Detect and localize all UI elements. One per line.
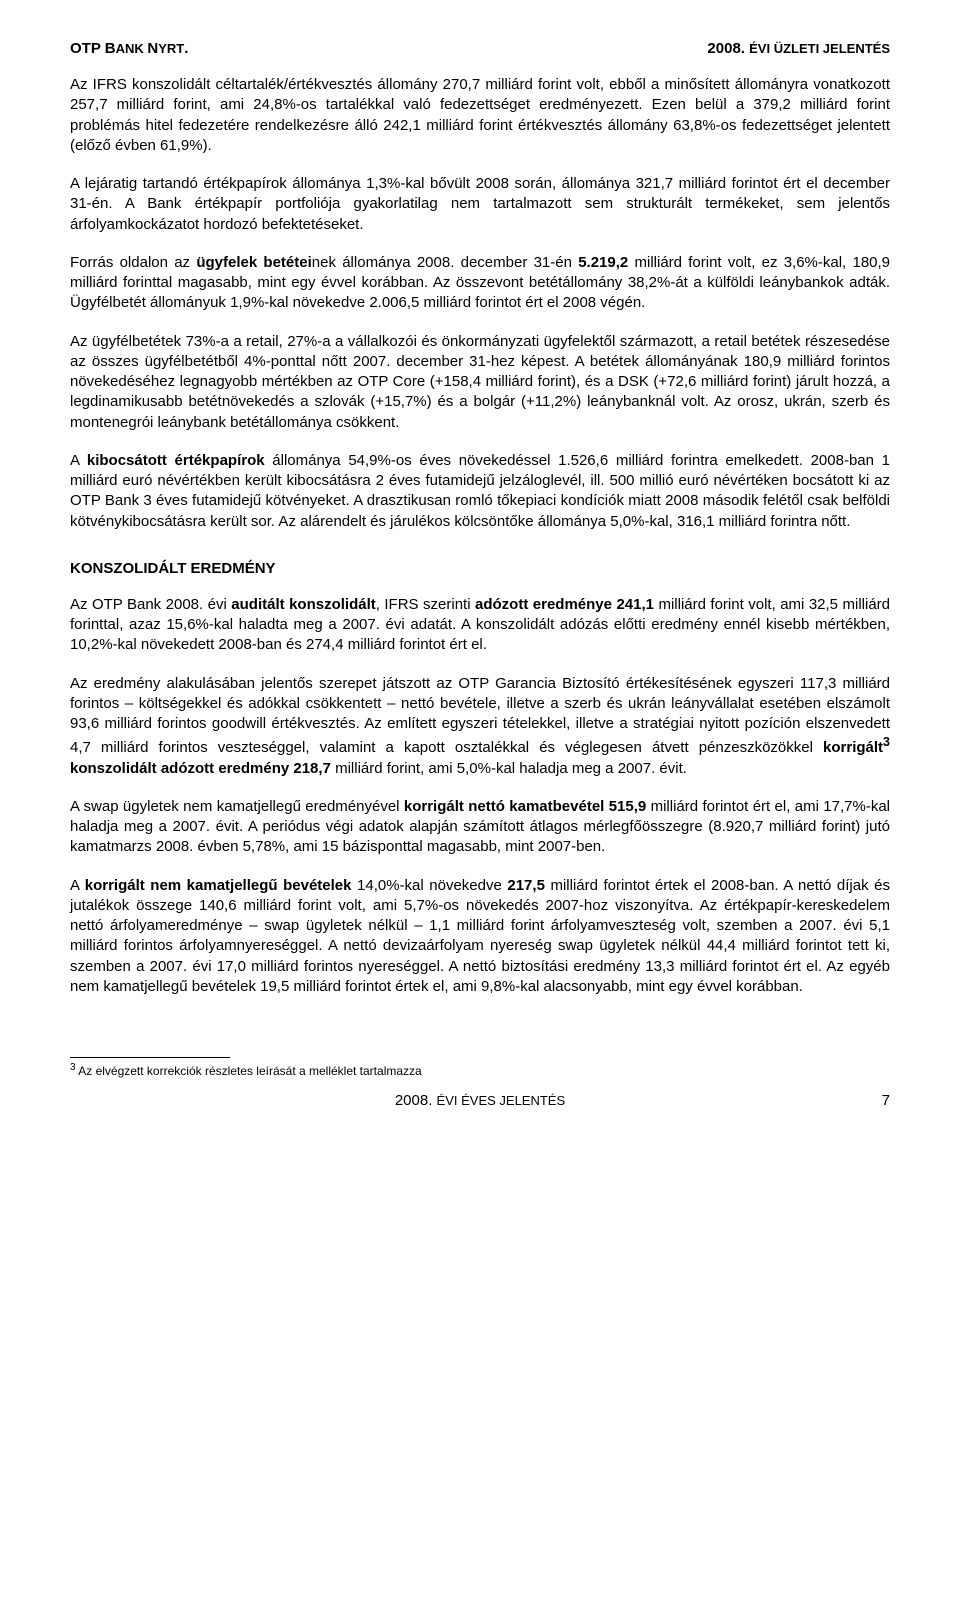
p6-t1: Az OTP Bank 2008. évi	[70, 596, 231, 613]
paragraph-5: A kibocsátott értékpapírok állománya 54,…	[70, 451, 890, 532]
paragraph-8: A swap ügyletek nem kamatjellegű eredmén…	[70, 797, 890, 858]
p9-b2: 217,5	[507, 877, 545, 894]
section-title: KONSZOLIDÁLT EREDMÉNY	[70, 560, 890, 577]
p5-b1: kibocsátott értékpapírok	[87, 452, 265, 469]
header-left-1: OTP B	[70, 40, 116, 57]
p6-b2: adózott eredménye 241,1	[475, 596, 654, 613]
footnote: 3 Az elvégzett korrekciók részletes leír…	[70, 1062, 890, 1078]
p2-text: A lejáratig tartandó értékpapírok állomá…	[70, 175, 890, 233]
p8-t1: A swap ügyletek nem kamatjellegű eredmén…	[70, 798, 404, 815]
page-number: 7	[850, 1092, 890, 1109]
p3-b2: 5.219,2	[578, 254, 628, 271]
p9-t1: A	[70, 877, 85, 894]
header-right-1: 2008.	[707, 40, 749, 57]
page-header: OTP BANK NYRT. 2008. ÉVI ÜZLETI JELENTÉS	[70, 40, 890, 57]
p3-b1: ügyfelek betétei	[196, 254, 311, 271]
p6-t2: , IFRS szerinti	[376, 596, 475, 613]
p9-b1: korrigált nem kamatjellegű bevételek	[85, 877, 352, 894]
footer-title: 2008. ÉVI ÉVES JELENTÉS	[110, 1092, 850, 1109]
paragraph-2: A lejáratig tartandó értékpapírok állomá…	[70, 174, 890, 235]
p7-b2: konszolidált adózott eredmény 218,7	[70, 760, 331, 777]
paragraph-3: Forrás oldalon az ügyfelek betéteinek ál…	[70, 253, 890, 314]
header-left-4: YRT	[158, 41, 184, 56]
paragraph-4: Az ügyfélbetétek 73%-a a retail, 27%-a a…	[70, 332, 890, 433]
page-footer: 2008. ÉVI ÉVES JELENTÉS 7	[70, 1092, 890, 1109]
paragraph-9: A korrigált nem kamatjellegű bevételek 1…	[70, 876, 890, 998]
paragraph-6: Az OTP Bank 2008. évi auditált konszolid…	[70, 595, 890, 656]
footer-left-spacer	[70, 1092, 110, 1109]
header-left-2: ANK	[116, 41, 148, 56]
header-left-3: N	[147, 40, 158, 57]
document-page: OTP BANK NYRT. 2008. ÉVI ÜZLETI JELENTÉS…	[0, 0, 960, 1139]
footnote-separator	[70, 1057, 230, 1058]
paragraph-1: Az IFRS konszolidált céltartalék/értékve…	[70, 75, 890, 156]
p7-t1: Az eredmény alakulásában jelentős szerep…	[70, 675, 890, 757]
header-right-2: ÉVI ÜZLETI JELENTÉS	[749, 41, 890, 56]
p9-t3: milliárd forintot értek el 2008-ban. A n…	[70, 877, 890, 995]
p5-t1: A	[70, 452, 87, 469]
footer-center-2: ÉVI ÉVES JELENTÉS	[437, 1093, 566, 1108]
p3-t1: Forrás oldalon az	[70, 254, 196, 271]
footer-center-1: 2008.	[395, 1092, 437, 1109]
p9-t2: 14,0%-kal növekedve	[351, 877, 507, 894]
p3-t2: nek állománya 2008. december 31-én	[312, 254, 578, 271]
paragraph-7: Az eredmény alakulásában jelentős szerep…	[70, 674, 890, 779]
p6-b1: auditált konszolidált	[231, 596, 375, 613]
p4-text: Az ügyfélbetétek 73%-a a retail, 27%-a a…	[70, 333, 890, 431]
p7-b1: korrigált	[823, 739, 883, 756]
p7-t2: milliárd forint, ami 5,0%-kal haladja me…	[331, 760, 687, 777]
p8-b1: korrigált nettó kamatbevétel 515,9	[404, 798, 646, 815]
header-left-5: .	[184, 40, 188, 57]
header-report-title: 2008. ÉVI ÜZLETI JELENTÉS	[707, 40, 890, 57]
p1-text: Az IFRS konszolidált céltartalék/értékve…	[70, 76, 890, 154]
header-company: OTP BANK NYRT.	[70, 40, 188, 57]
footnote-text: Az elvégzett korrekciók részletes leírás…	[76, 1064, 422, 1078]
p7-sup: 3	[883, 735, 890, 749]
